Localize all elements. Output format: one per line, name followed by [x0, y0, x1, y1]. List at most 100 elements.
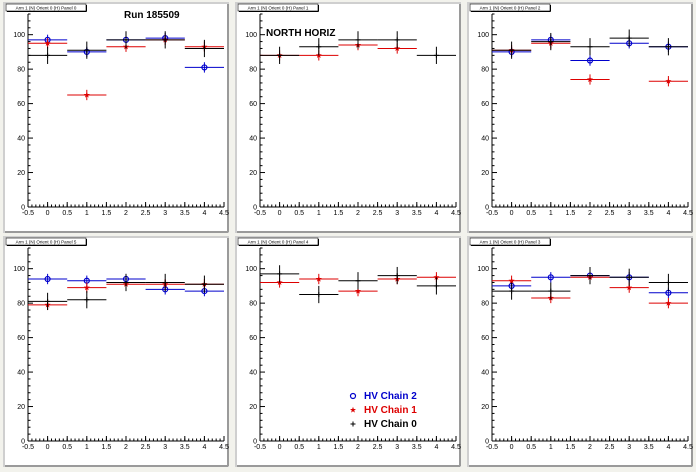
series-hv-chain-1	[492, 272, 688, 309]
y-tick-label: 80	[481, 67, 489, 74]
point-marker	[586, 57, 594, 64]
series-hv-chain-0	[28, 273, 224, 311]
point-marker	[201, 64, 208, 71]
x-tick-label: 4.5	[219, 444, 229, 451]
x-tick-label: 3.5	[644, 210, 654, 217]
x-tick-label: 2.5	[373, 210, 383, 217]
x-tick-label: 4	[202, 444, 206, 451]
y-tick-label: 60	[249, 335, 257, 342]
y-tick-label: 0	[485, 439, 489, 446]
data-point	[531, 272, 571, 283]
panel-frame	[3, 2, 229, 233]
legend-marker	[350, 421, 356, 427]
y-tick-label: 60	[481, 101, 489, 108]
panel-title: Arm 1 (N) Orient 0 (H) Panel 3	[480, 239, 541, 244]
panel-title: Arm 1 (N) Orient 0 (H) Panel 2	[480, 5, 541, 10]
point-marker	[316, 292, 322, 298]
x-tick-label: 4	[666, 210, 670, 217]
data-point	[648, 38, 688, 56]
x-tick-label: 3	[395, 210, 399, 217]
data-point	[570, 74, 610, 85]
x-tick-label: -0.5	[22, 210, 34, 217]
y-tick-label: 0	[253, 205, 257, 212]
data-point	[377, 266, 417, 285]
point-marker	[355, 278, 361, 284]
panel-title-box: Arm 1 (N) Orient 0 (H) Panel 4	[237, 237, 319, 246]
panel-title-box: Arm 1 (N) Orient 0 (H) Panel 3	[469, 237, 551, 246]
panel-frame	[467, 2, 693, 233]
x-tick-label: 1	[85, 444, 89, 451]
x-tick-label: 3	[627, 444, 631, 451]
legend-label: HV Chain 1	[364, 405, 417, 416]
x-tick-label: 4.5	[451, 210, 461, 217]
x-tick-label: 4	[202, 210, 206, 217]
legend: HV Chain 2 HV Chain 1 HV Chain 0	[349, 391, 417, 430]
point-marker	[44, 40, 51, 46]
panel-frame	[467, 236, 693, 467]
point-marker	[84, 47, 90, 53]
x-tick-label: 3	[395, 444, 399, 451]
data-point	[338, 272, 378, 290]
y-tick-label: 20	[17, 404, 25, 411]
y-tick-label: 40	[481, 136, 489, 143]
point-marker	[586, 76, 594, 83]
x-tick-label: 3.5	[180, 210, 190, 217]
point-marker	[548, 288, 554, 294]
y-tick-label: 40	[17, 136, 25, 143]
point-marker	[665, 78, 672, 84]
point-marker	[162, 279, 168, 285]
y-tick-label: 0	[21, 205, 25, 212]
x-tick-label: 3	[627, 210, 631, 217]
legend-marker	[349, 406, 357, 413]
data-point	[648, 273, 688, 292]
x-tick-label: 4.5	[219, 210, 229, 217]
data-point	[184, 275, 224, 293]
data-point	[299, 38, 339, 56]
x-tick-label: 2	[124, 444, 128, 451]
y-tick-label: 40	[481, 370, 489, 377]
x-tick-label: 1	[549, 210, 553, 217]
y-tick-label: 80	[249, 301, 257, 308]
y-tick-label: 100	[245, 266, 257, 273]
x-tick-label: -0.5	[486, 444, 498, 451]
series-hv-chain-0	[28, 31, 224, 64]
panel-title: Arm 1 (N) Orient 0 (H) Panel 5	[16, 239, 77, 244]
point-marker	[162, 37, 168, 43]
point-marker	[277, 52, 283, 58]
data-point	[67, 41, 107, 59]
x-tick-label: 0.5	[294, 444, 304, 451]
y-tick-label: 60	[481, 335, 489, 342]
y-tick-label: 100	[13, 32, 25, 39]
x-tick-label: 2	[124, 210, 128, 217]
x-tick-label: -0.5	[254, 210, 266, 217]
legend-marker	[349, 392, 357, 400]
data-point	[531, 32, 571, 51]
point-marker	[433, 283, 439, 289]
point-marker	[587, 273, 593, 279]
x-tick-label: 0	[278, 210, 282, 217]
legend-label: HV Chain 2	[364, 391, 417, 402]
x-tick-label: 2	[588, 444, 592, 451]
data-point	[570, 266, 610, 285]
x-tick-label: -0.5	[254, 444, 266, 451]
series-hv-chain-0	[492, 266, 688, 300]
point-marker	[44, 275, 51, 283]
point-marker	[509, 47, 515, 53]
panel-title-box: Arm 1 (N) Orient 0 (H) Panel 5	[5, 237, 87, 246]
legend-label: HV Chain 0	[364, 419, 417, 430]
data-point	[609, 29, 649, 47]
point-marker	[316, 44, 322, 50]
point-marker	[83, 284, 90, 291]
data-point	[28, 273, 68, 285]
y-tick-label: 100	[13, 266, 25, 273]
x-tick-label: 0	[46, 210, 50, 217]
data-point	[28, 292, 68, 311]
panel-1: Arm 1 (N) Orient 0 (H) Panel 10204060801…	[235, 2, 461, 233]
x-tick-label: 2.5	[605, 210, 615, 217]
x-tick-label: 3.5	[644, 444, 654, 451]
point-marker	[665, 44, 671, 50]
y-tick-label: 20	[249, 404, 257, 411]
data-point	[492, 41, 532, 59]
data-point	[145, 273, 185, 292]
x-tick-label: 2	[588, 210, 592, 217]
